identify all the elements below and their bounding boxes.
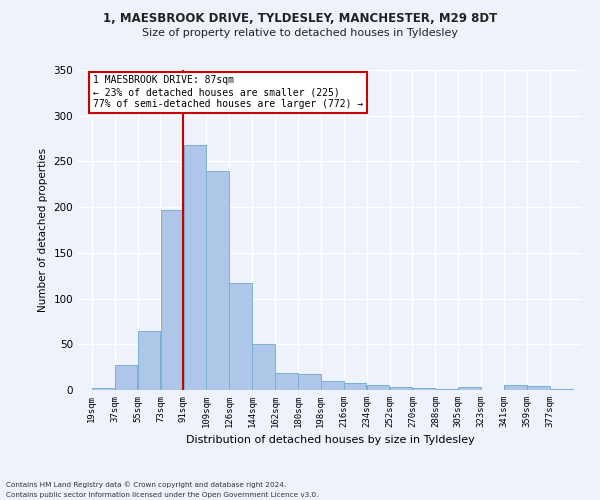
Bar — [436, 389, 458, 390]
Bar — [321, 381, 344, 390]
Bar — [184, 145, 206, 390]
Bar — [229, 283, 252, 390]
Bar — [138, 330, 160, 390]
Text: 1 MAESBROOK DRIVE: 87sqm
← 23% of detached houses are smaller (225)
77% of semi-: 1 MAESBROOK DRIVE: 87sqm ← 23% of detach… — [93, 76, 363, 108]
Bar — [115, 366, 137, 390]
Bar — [390, 388, 412, 390]
Bar — [550, 389, 572, 390]
Bar — [253, 344, 275, 390]
Bar — [161, 210, 183, 390]
Text: Size of property relative to detached houses in Tyldesley: Size of property relative to detached ho… — [142, 28, 458, 38]
Bar — [413, 388, 435, 390]
Bar — [206, 170, 229, 390]
Bar — [344, 382, 367, 390]
Bar — [458, 388, 481, 390]
Text: Contains HM Land Registry data © Crown copyright and database right 2024.: Contains HM Land Registry data © Crown c… — [6, 481, 286, 488]
Text: Contains public sector information licensed under the Open Government Licence v3: Contains public sector information licen… — [6, 492, 319, 498]
Bar — [92, 388, 115, 390]
X-axis label: Distribution of detached houses by size in Tyldesley: Distribution of detached houses by size … — [185, 436, 475, 446]
Bar — [504, 386, 527, 390]
Bar — [298, 374, 320, 390]
Text: 1, MAESBROOK DRIVE, TYLDESLEY, MANCHESTER, M29 8DT: 1, MAESBROOK DRIVE, TYLDESLEY, MANCHESTE… — [103, 12, 497, 26]
Bar — [527, 386, 550, 390]
Bar — [367, 386, 389, 390]
Bar — [275, 372, 298, 390]
Y-axis label: Number of detached properties: Number of detached properties — [38, 148, 48, 312]
